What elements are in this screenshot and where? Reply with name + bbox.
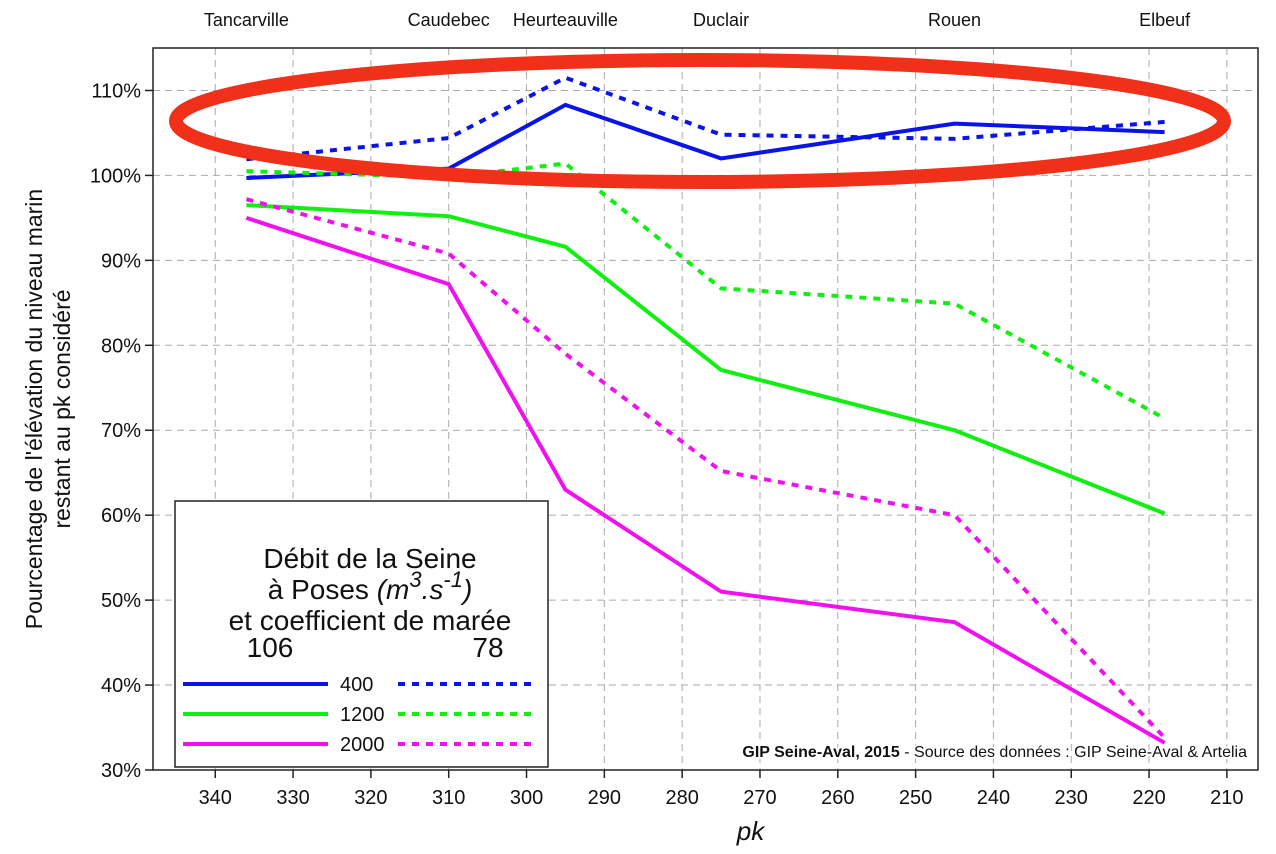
location-label: Elbeuf (1139, 10, 1191, 30)
y-tick-label: 70% (101, 420, 141, 442)
legend-column: 78 (472, 632, 503, 663)
source-bold: GIP Seine-Aval, 2015 (742, 744, 900, 761)
legend-title: à Poses (m3.s-1) (268, 567, 473, 606)
x-tick-label: 240 (977, 787, 1010, 809)
series-line (245, 215, 1166, 745)
legend-label: 1200 (340, 704, 385, 726)
legend-title-part: ) (460, 574, 472, 605)
y-tick-label: 40% (101, 675, 141, 697)
plot-frame (152, 47, 1259, 771)
x-tick-label: 250 (899, 787, 932, 809)
source-text: - Source des données : GIP Seine-Aval & … (900, 744, 1247, 761)
series-line (246, 161, 1166, 421)
y-axis-title: Pourcentage de l'élévation du niveau mar… (21, 189, 47, 629)
legend-title-part: (m (377, 574, 410, 605)
series-line (246, 203, 1166, 516)
series-line (245, 197, 1167, 740)
legend-title-part: et coefficient de marée (229, 605, 512, 636)
x-tick-label: 340 (199, 787, 232, 809)
x-tick-label: 270 (743, 787, 776, 809)
location-label: Heurteauville (513, 10, 618, 30)
source-note: GIP Seine-Aval, 2015 - Source des donnée… (742, 744, 1247, 761)
location-label: Tancarville (204, 10, 289, 30)
series-line (246, 75, 1165, 162)
legend-title-part: .s (422, 574, 444, 605)
legend-column: 106 (247, 632, 294, 663)
x-tick-label: 220 (1132, 787, 1165, 809)
x-tick-label: 330 (276, 787, 309, 809)
x-tick-label: 290 (588, 787, 621, 809)
y-tick-label: 60% (101, 505, 141, 527)
highlight-ellipse (169, 53, 1231, 189)
location-label: Duclair (693, 10, 749, 30)
x-tick-label: 300 (510, 787, 543, 809)
x-axis-title: pk (736, 816, 766, 846)
x-tick-label: 210 (1210, 787, 1243, 809)
y-tick-label: 80% (101, 335, 141, 357)
location-label: Caudebec (408, 10, 490, 30)
y-axis-title: restant au pk considéré (49, 289, 75, 528)
x-tick-label: 260 (821, 787, 854, 809)
legend-label: 2000 (340, 734, 385, 756)
legend-title-part: 3 (409, 567, 422, 592)
x-tick-label: 320 (354, 787, 387, 809)
legend-title-part: à Poses (268, 574, 377, 605)
legend-label: 400 (340, 674, 373, 696)
y-tick-label: 110% (91, 80, 141, 102)
location-label: Rouen (928, 10, 981, 30)
x-tick-label: 230 (1055, 787, 1088, 809)
legend-title: Débit de la Seine (263, 543, 476, 574)
x-tick-label: 310 (432, 787, 465, 809)
y-tick-label: 100% (90, 165, 141, 187)
legend-title-part: -1 (443, 567, 463, 592)
y-tick-label: 90% (101, 250, 141, 272)
legend-title: et coefficient de marée (229, 605, 512, 636)
legend-box (174, 500, 549, 768)
x-tick-label: 280 (665, 787, 698, 809)
y-tick-label: 50% (101, 590, 141, 612)
y-tick-label: 30% (101, 760, 141, 782)
legend-title-part: Débit de la Seine (263, 543, 476, 574)
